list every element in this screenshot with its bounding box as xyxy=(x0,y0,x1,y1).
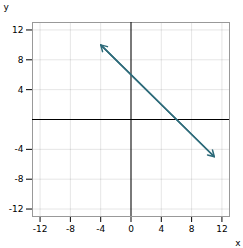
svg-text:-12: -12 xyxy=(33,224,48,234)
svg-text:0: 0 xyxy=(128,224,134,234)
svg-text:8: 8 xyxy=(189,224,195,234)
svg-text:4: 4 xyxy=(18,85,24,95)
svg-text:4: 4 xyxy=(158,224,164,234)
svg-text:-12: -12 xyxy=(9,204,24,214)
svg-text:12: 12 xyxy=(12,25,23,35)
svg-text:-4: -4 xyxy=(15,144,24,154)
svg-text:-8: -8 xyxy=(66,224,75,234)
svg-text:x: x xyxy=(235,238,241,248)
svg-text:-4: -4 xyxy=(96,224,105,234)
svg-text:-8: -8 xyxy=(15,174,24,184)
svg-text:8: 8 xyxy=(18,55,24,65)
svg-text:y: y xyxy=(4,2,10,12)
svg-text:12: 12 xyxy=(216,224,227,234)
